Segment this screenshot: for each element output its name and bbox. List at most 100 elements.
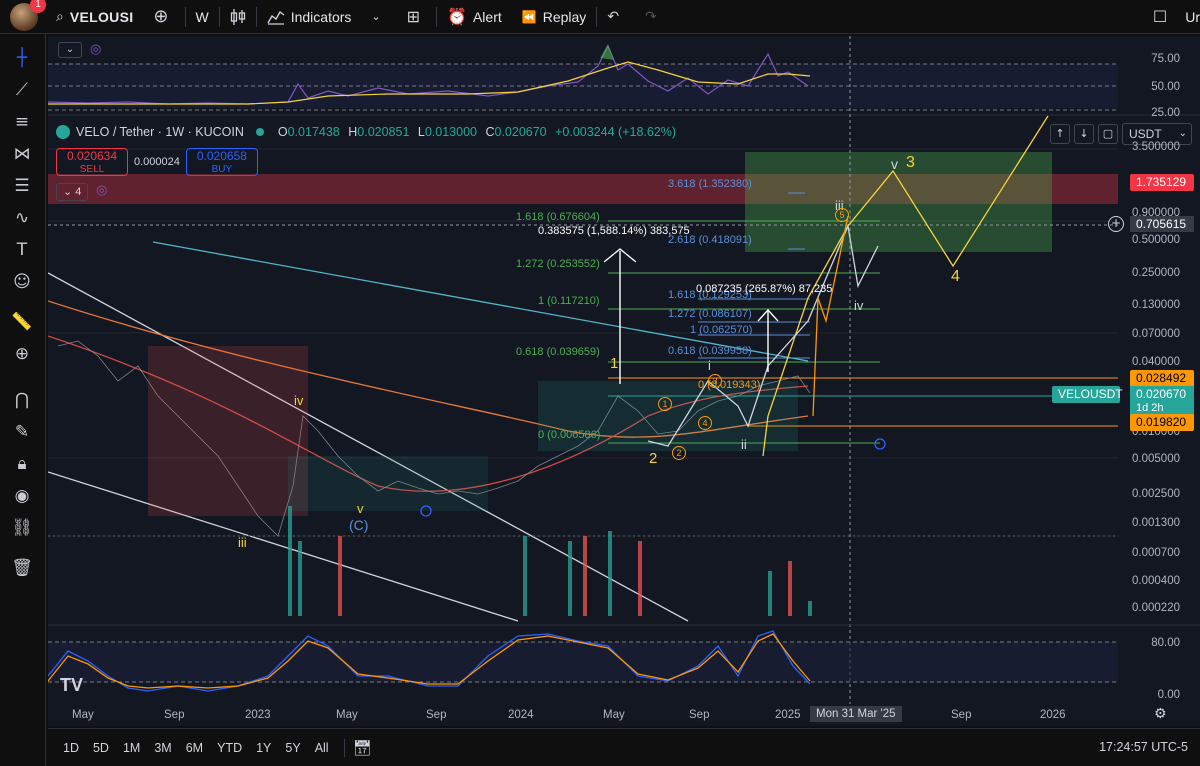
close-value: 0.020670 [494,125,547,139]
interval-button[interactable]: W [195,8,209,25]
fib-lines [608,192,1118,444]
fib-label: 1.272 (0.253552) [516,258,600,270]
replay-button[interactable]: ⏪ Replay [512,0,597,34]
notification-badge: 1 [30,0,46,13]
wave-circle: 1 [658,397,672,411]
rewind-icon: ⏪ [521,9,537,24]
fullscreen-button[interactable]: ☐ [1143,0,1183,34]
wave-label: (C) [349,517,369,533]
range-1m[interactable]: 1M [122,740,141,755]
indicator-templates-button[interactable]: ⌄ [361,0,396,34]
alert-button[interactable]: ⏰ Alert [437,0,512,34]
range-5y[interactable]: 5Y [285,740,301,755]
symbol-logo-icon [56,125,70,139]
time-label: May [603,709,625,721]
range-1y[interactable]: 1Y [256,740,272,755]
fib-retracement-icon[interactable]: ≡ [14,112,30,132]
chart-area[interactable]: TV 3.618 (1.352380) 1.618 (0.676604) 2.6… [48,36,1200,726]
time-axis[interactable]: May Sep 2023 May Sep 2024 May Sep 2025 S… [48,704,1200,726]
crosshair-icon[interactable]: ┼ [16,48,28,68]
search-icon: ⌕ [56,8,64,25]
buy-price: 0.020658 [196,149,247,163]
fib-label: 2.618 (0.418091) [668,234,752,246]
indicator-settings-icon[interactable]: ◎ [96,183,108,198]
undo-button[interactable]: ↶ [597,0,635,34]
current-price-tag: 0.020670 1d 2h [1130,386,1194,416]
trend-line-icon[interactable]: ⟋ [16,80,28,100]
magnet-icon[interactable]: ⋂ [15,390,29,410]
price-axis-label: 0.500000 [1132,234,1180,246]
chart-type-button[interactable] [220,0,256,34]
move-up-icon[interactable]: ↑ [1050,124,1070,144]
eye-icon[interactable]: ◉ [14,486,30,506]
sell-button[interactable]: 0.020634 SELL [56,148,128,176]
range-5d[interactable]: 5D [92,740,109,755]
buy-button[interactable]: 0.020658 BUY [185,148,258,176]
replay-label: Replay [542,8,587,25]
lock-icon[interactable]: 🔒︎ [17,454,27,474]
currency-value: USDT [1129,127,1162,141]
range-1d[interactable]: 1D [63,740,79,755]
bottom-toolbar: 1D 5D 1M 3M 6M YTD 1Y 5Y All 📅︎ 17:24:57… [48,728,1200,766]
redo-button[interactable]: ↷ [635,0,673,34]
compare-symbol-button[interactable]: ⊕ [143,0,184,34]
brush-icon[interactable]: ∿ [14,208,30,228]
trash-icon[interactable]: 🗑︎ [11,558,33,578]
wave-label: i [708,358,711,373]
fib-label: 0.618 (0.039958) [668,345,752,357]
fib-label: 1 (0.062570) [690,324,753,336]
range-6m[interactable]: 6M [185,740,204,755]
range-all[interactable]: All [314,740,329,755]
add-alert-icon[interactable]: + [1108,216,1124,232]
layouts-button[interactable]: ⊞ [397,0,436,34]
rsi-axis-label: 25.00 [1151,107,1180,119]
time-label: Sep [164,709,185,721]
ohlc-values: O0.017438 H0.020851 L0.013000 C0.020670 … [278,125,676,139]
forecast-icon[interactable]: ☰ [14,176,30,196]
symbol-search-button[interactable]: ⌕ VELOUSI [46,0,143,34]
lock-drawing-icon[interactable]: ✎ [14,422,30,442]
fib-label: 0.618 (0.039659) [516,346,600,358]
rsi-collapse-button[interactable]: ⌄ [58,42,82,58]
user-menu-cut[interactable]: Ur [1185,8,1200,25]
indicators-collapse[interactable]: ⌄ 4 [56,183,89,201]
crosshair-date-tag: Mon 31 Mar '25 [810,706,902,722]
range-ytd[interactable]: YTD [217,740,243,755]
high-value: 0.020851 [357,125,410,139]
series-title[interactable]: VELO / Tether · 1W · KUCOIN [76,125,244,139]
indicators-label: Indicators [290,8,352,25]
alarm-clock-icon: ⏰ [447,7,467,26]
calendar-icon[interactable]: 📅︎ [352,738,372,757]
chart-canvas[interactable]: TV [48,36,1200,726]
price-axis-label: 0.002500 [1132,488,1180,500]
ruler-icon[interactable]: 📏 [11,312,33,332]
currency-select[interactable]: USDT ⌄ [1122,123,1192,145]
time-label: 2026 [1040,709,1066,721]
range-3m[interactable]: 3M [154,740,172,755]
open-value: 0.017438 [287,125,340,139]
wave-label: 4 [951,268,960,285]
wave-label: iii [835,198,844,213]
clock[interactable]: 17:24:57 UTC-5 [1099,740,1188,754]
price-axis-label: 0.130000 [1132,299,1180,311]
text-icon[interactable]: T [16,240,28,260]
indicators-button[interactable]: Indicators [257,0,362,34]
move-down-icon[interactable]: ↓ [1074,124,1094,144]
wave-label: 3 [906,154,915,171]
user-avatar[interactable]: 1 [10,0,46,31]
link-icon[interactable]: ⛓ [11,518,33,538]
fib-label: 3.618 (1.352380) [668,178,752,190]
chart-settings-icon[interactable]: ⚙ [1154,706,1167,722]
maximize-pane-icon[interactable]: ▢ [1098,124,1118,144]
time-label: May [72,709,94,721]
emoji-icon[interactable]: ☺ [13,272,31,292]
toolbar-divider [184,6,186,27]
zoom-in-icon[interactable]: ⊕ [14,344,30,364]
alert-label: Alert [472,8,502,25]
sell-label: SELL [79,164,105,175]
chevron-down-icon: ⌄ [63,185,73,198]
rsi-settings-icon[interactable]: ◎ [90,42,102,57]
price-axis-label: 3.500000 [1132,141,1180,153]
pattern-icon[interactable]: ⋈ [13,144,31,164]
candles-icon [230,8,245,25]
